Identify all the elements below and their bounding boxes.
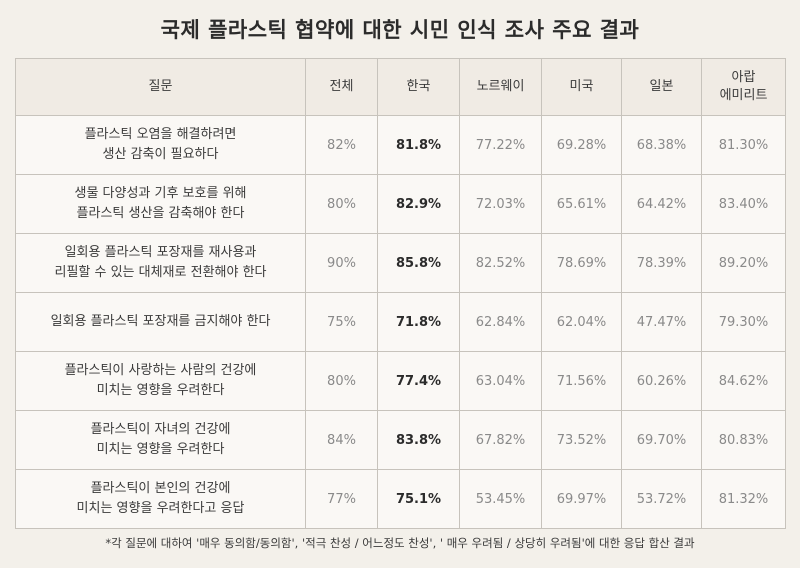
survey-results-table: 질문 전체 한국 노르웨이 미국 일본 아랍 에미리트 플라스틱 오염을 해결하려면 생산 … — [15, 58, 786, 529]
value-cell-usa: 69.97% — [541, 469, 622, 529]
table-row: 플라스틱 오염을 해결하려면 생산 감축이 필요하다 82% 81.8% 77.22%… — [15, 115, 786, 175]
value-cell-total: 80% — [305, 174, 378, 234]
value-cell-uae: 81.30% — [701, 115, 786, 175]
value-cell-usa: 62.04% — [541, 292, 622, 352]
question-cell: 플라스틱 오염을 해결하려면 생산 감축이 필요하다 — [15, 115, 306, 175]
value-cell-usa: 65.61% — [541, 174, 622, 234]
value-cell-korea: 81.8% — [377, 115, 460, 175]
value-cell-uae: 79.30% — [701, 292, 786, 352]
value-cell-korea: 75.1% — [377, 469, 460, 529]
value-cell-total: 75% — [305, 292, 378, 352]
value-cell-japan: 69.70% — [621, 410, 702, 470]
column-header-uae: 아랍 에미리트 — [701, 58, 786, 116]
table-row: 플라스틱이 자녀의 건강에 미치는 영향을 우려한다 84% 83.8% 67.82%… — [15, 410, 786, 470]
value-cell-uae: 83.40% — [701, 174, 786, 234]
value-cell-usa: 71.56% — [541, 351, 622, 411]
table-row: 플라스틱이 사랑하는 사람의 건강에 미치는 영향을 우려한다 80% 77.4% 6… — [15, 351, 786, 411]
value-cell-korea: 71.8% — [377, 292, 460, 352]
question-cell: 플라스틱이 사랑하는 사람의 건강에 미치는 영향을 우려한다 — [15, 351, 306, 411]
value-cell-japan: 53.72% — [621, 469, 702, 529]
value-cell-norway: 77.22% — [459, 115, 542, 175]
table-row: 생물 다양성과 기후 보호를 위해 플라스틱 생산을 감축해야 한다 80% 82.… — [15, 174, 786, 234]
value-cell-uae: 84.62% — [701, 351, 786, 411]
value-cell-japan: 68.38% — [621, 115, 702, 175]
value-cell-total: 80% — [305, 351, 378, 411]
table-row: 플라스틱이 본인의 건강에 미치는 영향을 우려한다고 응답 77% 75.1% 53… — [15, 469, 786, 529]
table-body: 플라스틱 오염을 해결하려면 생산 감축이 필요하다 82% 81.8% 77.22%… — [15, 115, 786, 529]
column-header-question: 질문 — [15, 58, 306, 116]
value-cell-uae: 81.32% — [701, 469, 786, 529]
question-cell: 플라스틱이 자녀의 건강에 미치는 영향을 우려한다 — [15, 410, 306, 470]
column-header-japan: 일본 — [621, 58, 702, 116]
column-header-total: 전체 — [305, 58, 378, 116]
value-cell-uae: 80.83% — [701, 410, 786, 470]
value-cell-norway: 53.45% — [459, 469, 542, 529]
question-cell: 일회용 플라스틱 포장재를 재사용과 리필할 수 있는 대체재로 전환해야 한다 — [15, 233, 306, 293]
value-cell-usa: 69.28% — [541, 115, 622, 175]
page-title: 국제 플라스틱 협약에 대한 시민 인식 조사 주요 결과 — [160, 18, 640, 42]
value-cell-usa: 78.69% — [541, 233, 622, 293]
column-header-norway: 노르웨이 — [459, 58, 542, 116]
value-cell-norway: 67.82% — [459, 410, 542, 470]
value-cell-japan: 60.26% — [621, 351, 702, 411]
value-cell-korea: 85.8% — [377, 233, 460, 293]
value-cell-total: 82% — [305, 115, 378, 175]
question-cell: 생물 다양성과 기후 보호를 위해 플라스틱 생산을 감축해야 한다 — [15, 174, 306, 234]
value-cell-norway: 72.03% — [459, 174, 542, 234]
value-cell-norway: 62.84% — [459, 292, 542, 352]
footnote: *각 질문에 대하여 '매우 동의함/동의함', '적극 찬성 / 어느정도 찬… — [105, 536, 695, 550]
table-row: 일회용 플라스틱 포장재를 재사용과 리필할 수 있는 대체재로 전환해야 한다… — [15, 233, 786, 293]
value-cell-korea: 82.9% — [377, 174, 460, 234]
table-row: 일회용 플라스틱 포장재를 금지해야 한다 75% 71.8% 62.84% 62.04… — [15, 292, 786, 352]
value-cell-japan: 64.42% — [621, 174, 702, 234]
question-cell: 플라스틱이 본인의 건강에 미치는 영향을 우려한다고 응답 — [15, 469, 306, 529]
value-cell-total: 84% — [305, 410, 378, 470]
value-cell-uae: 89.20% — [701, 233, 786, 293]
value-cell-norway: 63.04% — [459, 351, 542, 411]
value-cell-korea: 77.4% — [377, 351, 460, 411]
value-cell-norway: 82.52% — [459, 233, 542, 293]
value-cell-total: 90% — [305, 233, 378, 293]
value-cell-korea: 83.8% — [377, 410, 460, 470]
table-header-row: 질문 전체 한국 노르웨이 미국 일본 아랍 에미리트 — [15, 58, 786, 116]
value-cell-usa: 73.52% — [541, 410, 622, 470]
column-header-usa: 미국 — [541, 58, 622, 116]
value-cell-japan: 78.39% — [621, 233, 702, 293]
column-header-korea: 한국 — [377, 58, 460, 116]
question-cell: 일회용 플라스틱 포장재를 금지해야 한다 — [15, 292, 306, 352]
value-cell-total: 77% — [305, 469, 378, 529]
value-cell-japan: 47.47% — [621, 292, 702, 352]
